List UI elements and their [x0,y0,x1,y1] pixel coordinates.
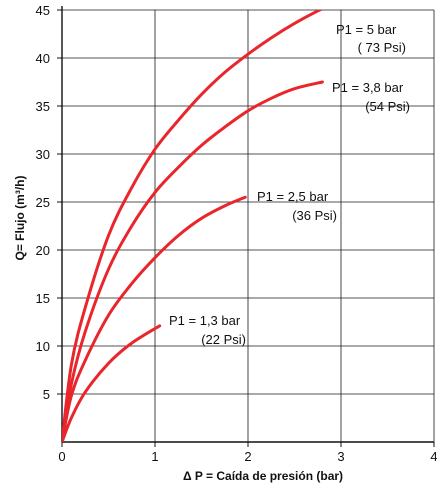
series-line-2 [62,80,324,442]
series-label-psi: (22 Psi) [201,332,246,347]
series-line-1 [62,10,324,442]
series-label-name: P1 = 3,8 bar [332,80,404,95]
y-tick-label: 25 [36,195,50,210]
y-tick-label: 30 [36,147,50,162]
y-tick-label: 20 [36,243,50,258]
x-tick-label: 1 [151,449,158,464]
series-label-name: P1 = 2,5 bar [257,189,329,204]
series-label-psi: (54 Psi) [365,99,410,114]
grid [61,9,435,442]
y-axis-title: Q= Flujo (m³/h) [13,176,27,261]
series-label-name: P1 = 5 bar [336,22,397,37]
series-line-4 [62,324,162,442]
y-tick-label: 5 [43,387,50,402]
y-tick-label: 35 [36,99,50,114]
series-labels: P1 = 5 bar ( 73 Psi) P1 = 3,8 bar (54 Psi) P… [169,22,410,347]
axes [57,6,435,447]
series-lines [62,10,324,442]
x-tick-label: 0 [58,449,65,464]
y-tick-label: 10 [36,339,50,354]
y-tick-label: 45 [36,3,50,18]
x-tick-label: 4 [430,449,437,464]
x-tick-label: 3 [337,449,344,464]
series-label-name: P1 = 1,3 bar [169,313,241,328]
series-label-psi: ( 73 Psi) [358,40,406,55]
x-tick-label: 2 [244,449,251,464]
series-label-psi: (36 Psi) [292,208,337,223]
series-line-3 [62,195,247,442]
y-tick-label: 40 [36,51,50,66]
y-tick-label: 15 [36,291,50,306]
x-axis-title: Δ P = Caída de presión (bar) [183,469,343,483]
